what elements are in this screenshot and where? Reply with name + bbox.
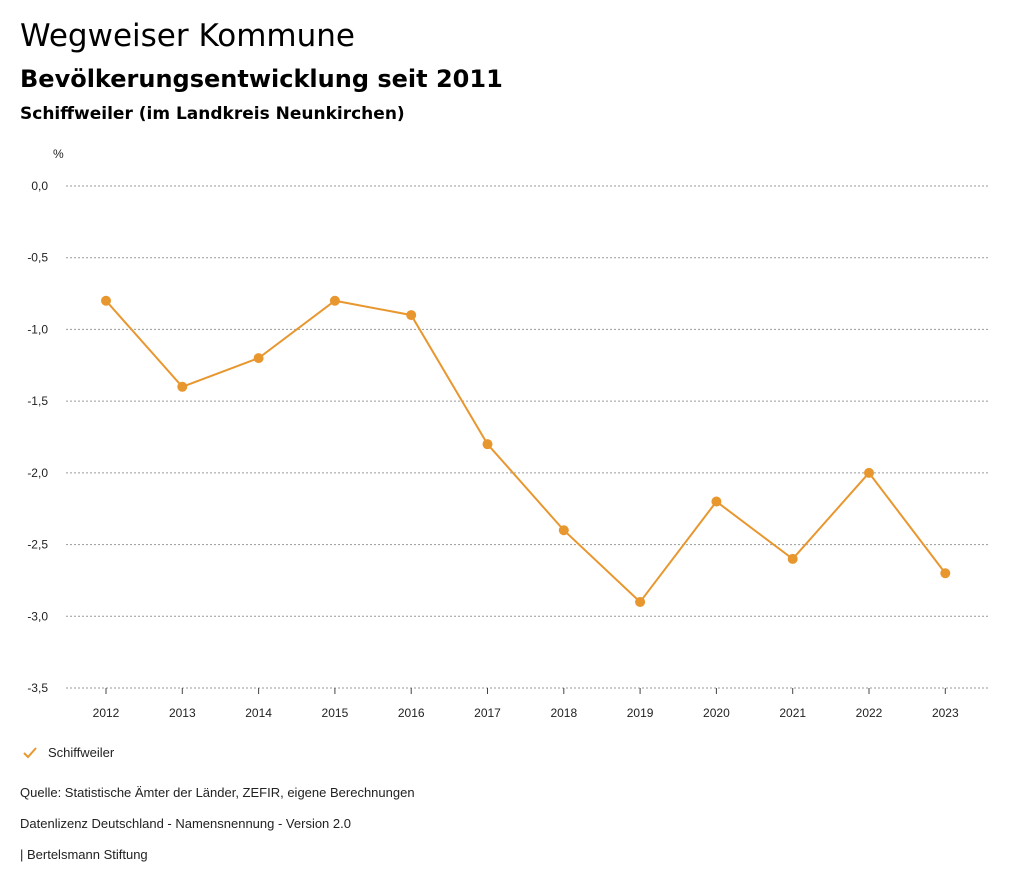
legend-item-schiffweiler[interactable]: Schiffweiler [22,745,114,760]
data-point[interactable] [482,439,493,450]
y-unit-label: % [53,147,64,161]
x-axis: 2012 2013 2014 2015 2016 2017 2018 2019 2020 2021… [93,688,959,720]
publisher-note: | Bertelsmann Stiftung [20,847,148,862]
x-tick-label: 2017 [474,706,501,720]
y-tick-label: -2,5 [27,538,48,552]
x-tick-label: 2019 [627,706,654,720]
grid-lines [66,185,990,689]
page-title: Wegweiser Kommune [20,18,355,54]
y-axis-ticks: 0,0 -0,5 -1,0 -1,5 -2,0 -2,5 -3,0 -3,5 [27,179,48,695]
y-tick-label: -1,5 [27,394,48,408]
data-point[interactable] [635,596,646,607]
line-chart: % 0,0-0,5-1,0-1,5-2,0-2,5-3,0-3,5 2012 20… [27,147,990,720]
data-point[interactable] [864,467,874,478]
y-tick-label: 0,0 [31,179,48,193]
series-layer [101,295,951,607]
y-tick-label: -0,5 [27,251,48,265]
chart-subtitle: Bevölkerungsentwicklung seit 2011 [20,65,503,93]
data-point[interactable] [406,310,417,321]
x-tick-label: 2021 [779,706,806,720]
x-tick-label: 2014 [245,706,272,720]
x-tick-label: 2022 [856,706,883,720]
data-point[interactable] [940,568,951,579]
x-tick-label: 2012 [93,706,120,720]
license-note: Datenlizenz Deutschland - Namensnennung … [20,816,351,831]
data-point[interactable] [101,295,111,306]
data-point[interactable] [558,525,569,536]
data-point[interactable] [253,353,264,364]
y-tick-label: -3,5 [27,681,48,695]
y-tick-label: -2,0 [27,466,48,480]
data-point[interactable] [711,496,722,507]
legend-label: Schiffweiler [48,745,115,760]
x-tick-label: 2015 [322,706,349,720]
data-point[interactable] [787,553,798,564]
check-icon [23,746,37,758]
x-tick-label: 2016 [398,706,425,720]
x-tick-label: 2018 [550,706,577,720]
source-note: Quelle: Statistische Ämter der Länder, Z… [20,785,415,800]
series-line-schiffweiler [105,299,947,604]
x-tick-label: 2013 [169,706,196,720]
data-point[interactable] [177,381,188,392]
x-tick-label: 2023 [932,706,959,720]
y-tick-label: -3,0 [27,609,48,623]
region-label: Schiffweiler (im Landkreis Neunkirchen) [20,104,405,124]
x-tick-label: 2020 [703,706,730,720]
data-point[interactable] [329,295,340,306]
y-tick-label: -1,0 [27,322,48,336]
